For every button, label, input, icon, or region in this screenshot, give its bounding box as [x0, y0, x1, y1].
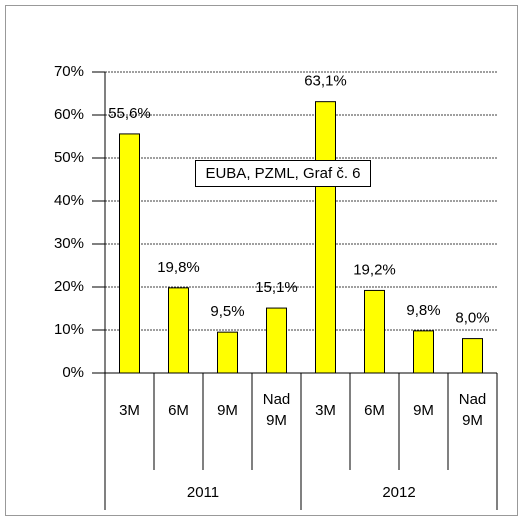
y-tick-label: 10%: [54, 321, 84, 338]
value-label: 8,0%: [455, 310, 489, 327]
x-tick-label: Nad 9M: [458, 391, 487, 429]
bar: [315, 101, 336, 374]
value-label: 55,6%: [108, 105, 151, 122]
x-tick-label: 9M: [217, 401, 238, 419]
value-label: 9,8%: [406, 302, 440, 319]
y-tick-label: 50%: [54, 149, 84, 166]
group-label: 2011: [187, 484, 219, 501]
x-tick-label: 9M: [413, 401, 434, 419]
x-tick-label: 6M: [168, 401, 189, 419]
y-tick-label: 20%: [54, 278, 84, 295]
bar: [364, 289, 385, 374]
value-label: 9,5%: [210, 303, 244, 320]
bar: [266, 307, 287, 374]
value-label: 19,2%: [353, 261, 396, 278]
y-tick-label: 40%: [54, 192, 84, 209]
value-label: 19,8%: [157, 259, 200, 276]
y-tick-label: 60%: [54, 106, 84, 123]
bar: [168, 287, 189, 374]
bar: [462, 338, 483, 374]
x-tick-label: Nad 9M: [262, 391, 291, 429]
x-tick-label: 3M: [315, 401, 336, 419]
y-tick-label: 30%: [54, 235, 84, 252]
value-label: 63,1%: [304, 73, 347, 90]
bar: [119, 133, 140, 374]
bar: [413, 330, 434, 374]
frame: [5, 5, 518, 516]
x-tick-label: 6M: [364, 401, 385, 419]
y-tick-label: 0%: [62, 364, 84, 381]
group-label: 2012: [382, 484, 415, 501]
annotation-box: [195, 160, 371, 187]
x-tick-label: 3M: [119, 401, 140, 419]
bar: [217, 331, 238, 374]
annotation: EUBA, PZML, Graf č. 6: [205, 165, 360, 182]
y-tick-label: 70%: [54, 63, 84, 80]
value-label: 15,1%: [255, 279, 298, 296]
